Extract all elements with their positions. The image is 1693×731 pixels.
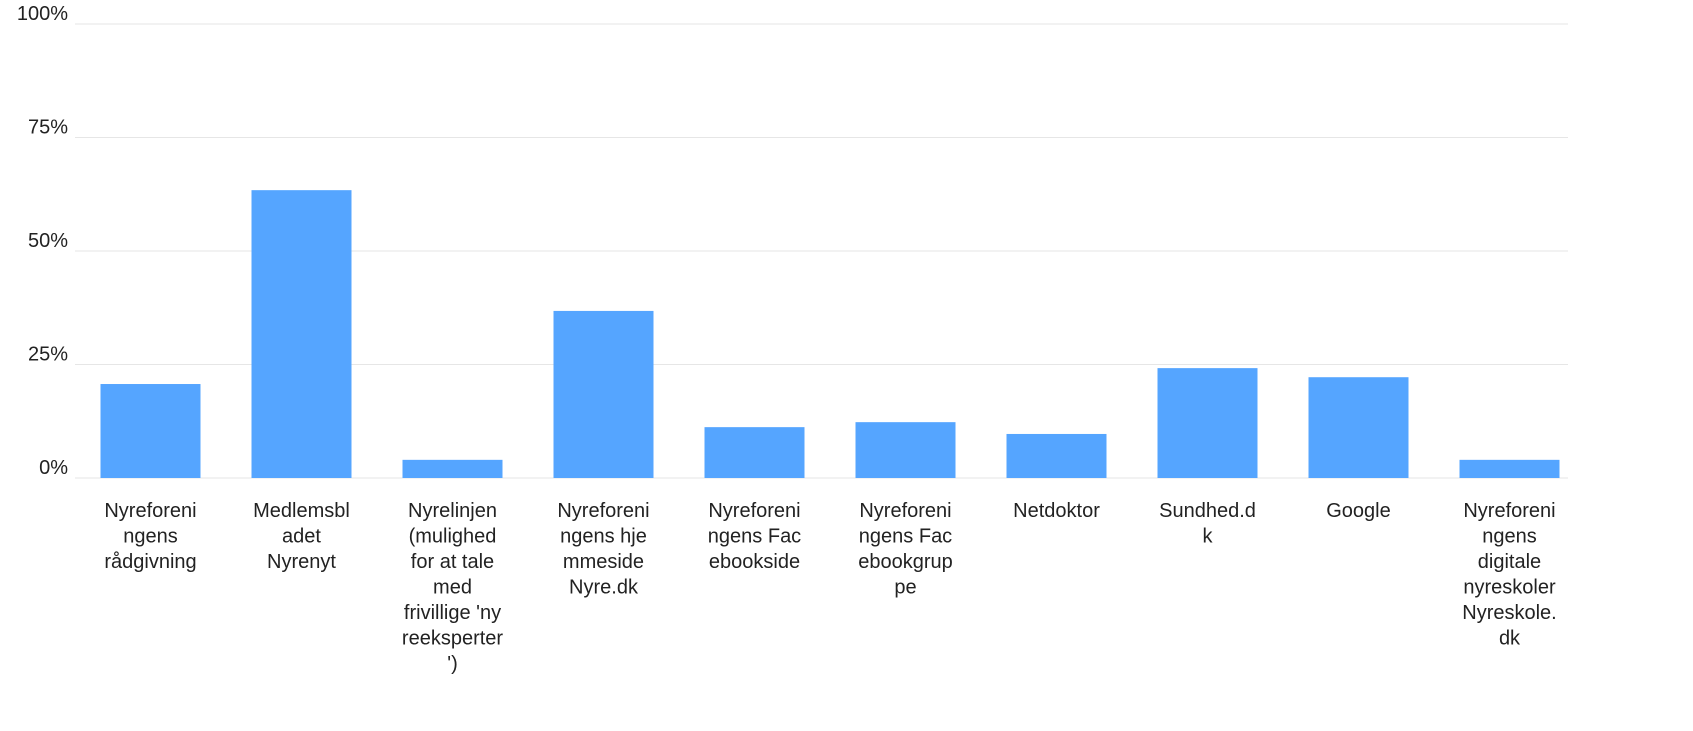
x-tick-label: Sundhed.d k	[1159, 500, 1256, 548]
bar	[855, 422, 956, 478]
y-tick-label: 100%	[17, 3, 68, 25]
bar	[100, 384, 201, 478]
bar	[704, 427, 805, 478]
y-tick-label: 50%	[28, 230, 68, 252]
x-tick-label: Nyreforeni ngens Fac ebookgrup pe	[858, 500, 953, 599]
bar	[1459, 459, 1560, 478]
bar	[402, 459, 503, 478]
bar	[251, 190, 352, 478]
bar	[1006, 433, 1107, 478]
x-tick-label: Nyrelinjen (mulighed for at tale med frivill…	[402, 500, 503, 675]
x-tick-label: Google	[1326, 500, 1391, 522]
y-tick-label: 0%	[39, 457, 68, 479]
x-tick-label: Nyreforeni ngens hje mmeside Nyre.dk	[557, 500, 649, 599]
bar	[553, 310, 654, 478]
bar	[1308, 377, 1409, 478]
x-tick-label: Nyreforeni ngens Fac ebookside	[708, 500, 801, 573]
x-tick-label: Nyreforeni ngens digitale nyreskoler Nyresko…	[1462, 500, 1556, 650]
x-tick-label: Netdoktor	[1013, 500, 1100, 522]
y-tick-label: 25%	[28, 344, 68, 366]
x-tick-label: Nyreforeni ngens rådgivning	[104, 500, 196, 573]
bar	[1157, 368, 1258, 478]
y-tick-label: 75%	[28, 117, 68, 139]
x-tick-label: Medlemsbl adet Nyrenyt	[253, 500, 350, 573]
